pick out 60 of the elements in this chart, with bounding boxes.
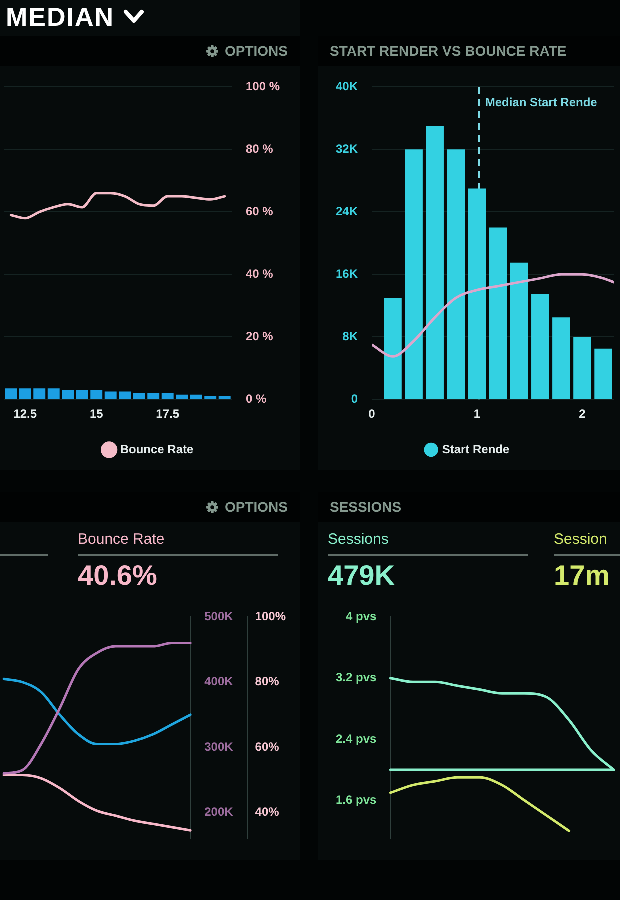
ref-line-label: Median Start Rende <box>485 96 598 110</box>
y-tick-label: 60 % <box>246 204 274 218</box>
y-tick-label: 40 % <box>246 266 274 281</box>
line-series <box>2 678 192 746</box>
x-tick-label: 15 <box>90 407 104 422</box>
text: MEDIAN <box>6 2 115 32</box>
y-tick-label: 400K <box>204 674 234 689</box>
bar <box>594 348 612 400</box>
x-tick-label: 2 <box>579 407 586 422</box>
chart-title: START RENDER VS BOUNCE RATE <box>330 43 567 59</box>
bar <box>468 188 486 400</box>
y2-tick-label: 40% <box>255 805 280 820</box>
chart-title: SESSIONS <box>330 499 402 515</box>
bar <box>510 262 528 400</box>
legend-label: Start Rende <box>442 442 510 456</box>
y-tick-label: 1.6 pvs <box>336 792 378 807</box>
bar <box>532 294 550 400</box>
y-tick-label: 100 % <box>246 80 280 94</box>
y-tick-label: 200K <box>204 805 234 820</box>
text: OPTIONS <box>224 43 288 59</box>
legend-label: Bounce Rate <box>120 442 194 456</box>
line-series <box>372 273 614 358</box>
text: OPTIONS <box>224 499 288 515</box>
bar <box>405 150 423 400</box>
y-tick-label: 32K <box>336 142 358 156</box>
line-series <box>389 776 571 832</box>
y-tick-label: 80 % <box>246 142 274 156</box>
text: Sessions <box>328 530 390 550</box>
text: Session <box>554 530 608 550</box>
x-tick-label: 17.5 <box>156 407 180 422</box>
y-tick-label: 4 pvs <box>346 610 378 624</box>
y-tick-label: 20 % <box>246 329 274 344</box>
y-tick-label: 24K <box>336 204 358 218</box>
bar <box>489 228 508 400</box>
bar <box>552 318 570 400</box>
y-tick-label: 16K <box>336 266 358 281</box>
y-tick-label: 3.2 pvs <box>336 670 378 685</box>
x-tick-label: 12.5 <box>14 407 38 422</box>
line-series <box>2 774 192 832</box>
bar <box>426 126 444 400</box>
bar <box>447 150 466 400</box>
line-series <box>10 192 226 220</box>
x-tick-label: 1 <box>474 407 481 422</box>
text: 17m <box>554 560 612 592</box>
y-tick-label: 2.4 pvs <box>336 732 378 746</box>
text: Bounce Rate <box>78 530 166 550</box>
bar <box>384 298 402 400</box>
text: 479K <box>328 560 396 592</box>
line-series <box>2 642 192 775</box>
y-tick-label: 300K <box>204 740 234 754</box>
bar <box>574 337 592 400</box>
y2-tick-label: 100% <box>255 610 286 624</box>
y-tick-label: 0 <box>351 392 358 406</box>
y-tick-label: 8K <box>342 329 358 344</box>
y2-tick-label: 80% <box>255 674 280 689</box>
y-tick-label: 500K <box>204 610 234 624</box>
text: 40.6% <box>78 560 158 592</box>
y-tick-label: 40K <box>336 80 358 94</box>
y2-tick-label: 60% <box>255 740 280 754</box>
y-tick-label: 0 % <box>246 392 267 406</box>
